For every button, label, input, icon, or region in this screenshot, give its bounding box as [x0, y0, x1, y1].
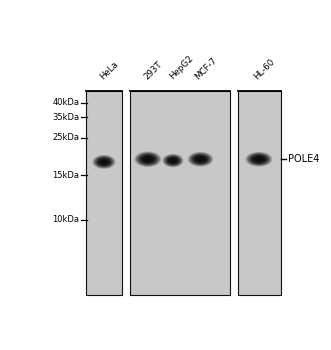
- Bar: [238, 91, 281, 295]
- Bar: [86, 91, 122, 295]
- Ellipse shape: [248, 153, 269, 165]
- Ellipse shape: [257, 158, 261, 160]
- Ellipse shape: [96, 158, 112, 167]
- Ellipse shape: [171, 160, 174, 161]
- Text: 35kDa: 35kDa: [52, 113, 79, 122]
- Ellipse shape: [139, 154, 157, 164]
- Ellipse shape: [94, 156, 114, 168]
- Ellipse shape: [141, 155, 155, 163]
- Ellipse shape: [192, 154, 209, 164]
- Ellipse shape: [167, 157, 178, 164]
- Ellipse shape: [197, 158, 204, 161]
- Ellipse shape: [98, 158, 110, 166]
- Ellipse shape: [190, 153, 211, 165]
- Ellipse shape: [247, 153, 271, 166]
- Text: HepG2: HepG2: [168, 54, 195, 81]
- Ellipse shape: [252, 155, 266, 163]
- Ellipse shape: [143, 156, 153, 162]
- Ellipse shape: [144, 157, 151, 161]
- Ellipse shape: [250, 154, 268, 164]
- Ellipse shape: [188, 152, 213, 167]
- Text: 15kDa: 15kDa: [52, 171, 79, 180]
- Ellipse shape: [137, 153, 158, 165]
- Text: MCF-7: MCF-7: [194, 56, 219, 81]
- Ellipse shape: [165, 155, 181, 166]
- Ellipse shape: [136, 152, 160, 166]
- Bar: [130, 91, 230, 295]
- Ellipse shape: [196, 156, 205, 162]
- Text: 293T: 293T: [142, 60, 164, 81]
- Text: 25kDa: 25kDa: [52, 133, 79, 142]
- Ellipse shape: [101, 160, 107, 164]
- Ellipse shape: [92, 155, 116, 169]
- Text: 40kDa: 40kDa: [52, 98, 79, 107]
- Ellipse shape: [194, 155, 207, 163]
- Ellipse shape: [199, 158, 202, 160]
- Ellipse shape: [102, 161, 106, 163]
- Ellipse shape: [100, 159, 108, 164]
- Ellipse shape: [163, 154, 183, 167]
- Text: HL-60: HL-60: [252, 57, 276, 81]
- Ellipse shape: [134, 152, 161, 167]
- Ellipse shape: [166, 156, 180, 165]
- Ellipse shape: [254, 156, 264, 162]
- Ellipse shape: [189, 153, 212, 166]
- Text: POLE4: POLE4: [288, 154, 319, 164]
- Text: 10kDa: 10kDa: [52, 215, 79, 224]
- Ellipse shape: [169, 158, 177, 163]
- Ellipse shape: [170, 159, 176, 162]
- Ellipse shape: [246, 152, 272, 167]
- Ellipse shape: [95, 156, 113, 167]
- Text: HeLa: HeLa: [98, 59, 120, 81]
- Ellipse shape: [164, 154, 182, 167]
- Ellipse shape: [256, 158, 262, 161]
- Ellipse shape: [146, 158, 150, 160]
